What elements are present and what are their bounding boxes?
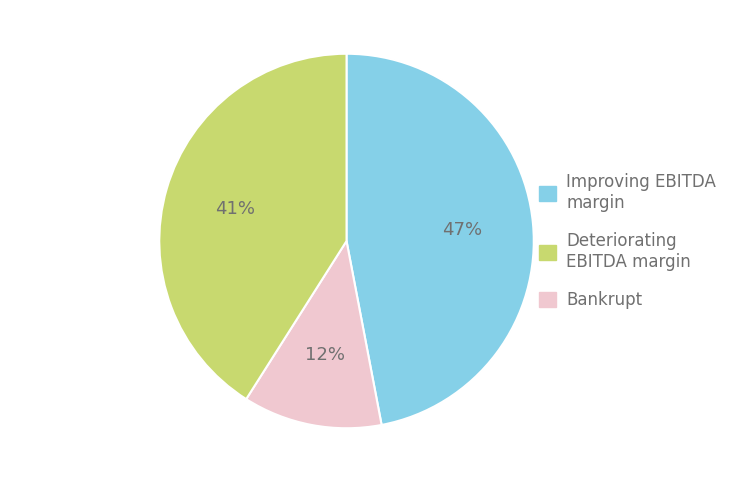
Legend: Improving EBITDA
margin, Deteriorating
EBITDA margin, Bankrupt: Improving EBITDA margin, Deteriorating E… — [533, 167, 722, 315]
Wedge shape — [246, 241, 382, 428]
Text: 12%: 12% — [305, 346, 344, 364]
Wedge shape — [159, 54, 347, 399]
Wedge shape — [347, 54, 533, 425]
Text: 41%: 41% — [215, 200, 255, 217]
Text: 47%: 47% — [442, 221, 482, 239]
